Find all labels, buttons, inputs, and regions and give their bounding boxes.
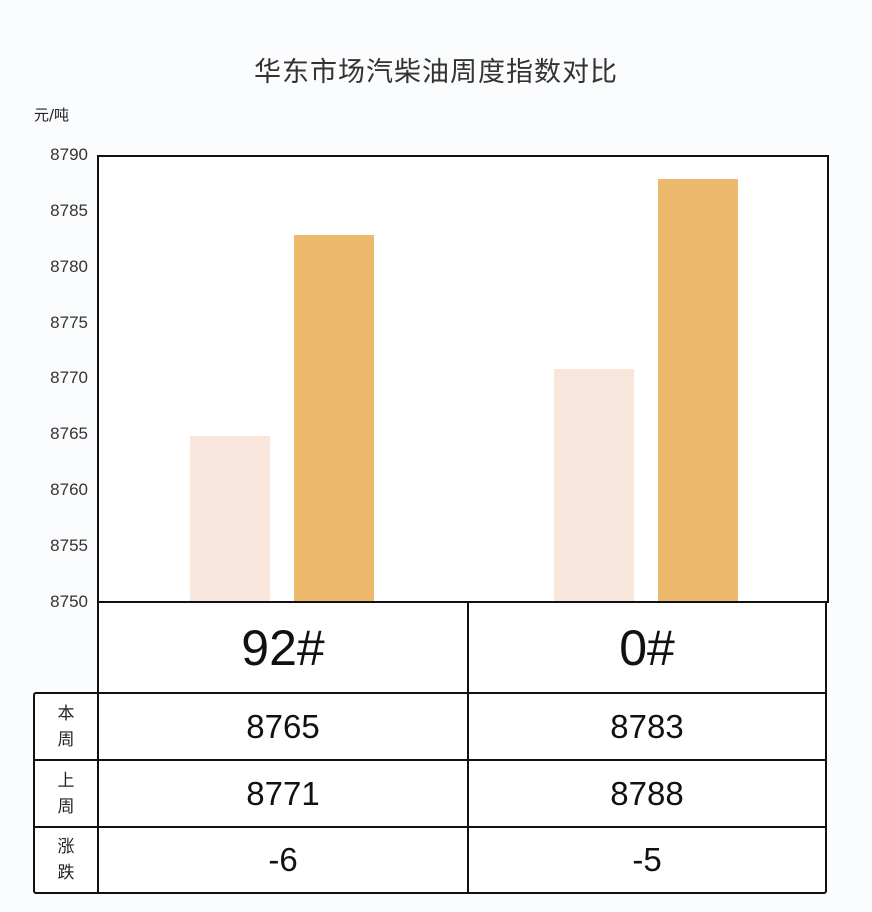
last-week-92: 8771 [97,759,469,828]
bar-92-light [190,435,270,603]
row-label-change: 涨跌 [33,826,99,894]
bar-0-orange [658,179,738,603]
last-week-0: 8788 [467,759,827,828]
chart-title: 华东市场汽柴油周度指数对比 [254,57,618,88]
bar-92-orange [294,235,374,603]
product-header-92: 92# [97,601,469,694]
row-label-last-week: 上周 [33,759,99,828]
row-label-this-week: 本周 [33,692,99,761]
y-tick: 8755 [50,536,88,555]
y-tick: 8760 [50,480,88,499]
change-92: -6 [97,826,469,894]
y-tick: 8790 [50,145,88,164]
product-header-0: 0# [467,601,827,694]
this-week-0: 8783 [467,692,827,761]
y-tick: 8785 [50,201,88,220]
y-tick: 8780 [50,257,88,276]
y-axis-unit: 元/吨 [34,106,70,124]
y-tick: 8770 [50,368,88,387]
this-week-92: 8765 [97,692,469,761]
bar-0-light [554,368,634,603]
change-0: -5 [467,826,827,894]
plot-area [97,155,829,603]
y-tick: 8765 [50,424,88,443]
y-tick: 8775 [50,313,88,332]
y-tick: 8750 [50,592,88,611]
